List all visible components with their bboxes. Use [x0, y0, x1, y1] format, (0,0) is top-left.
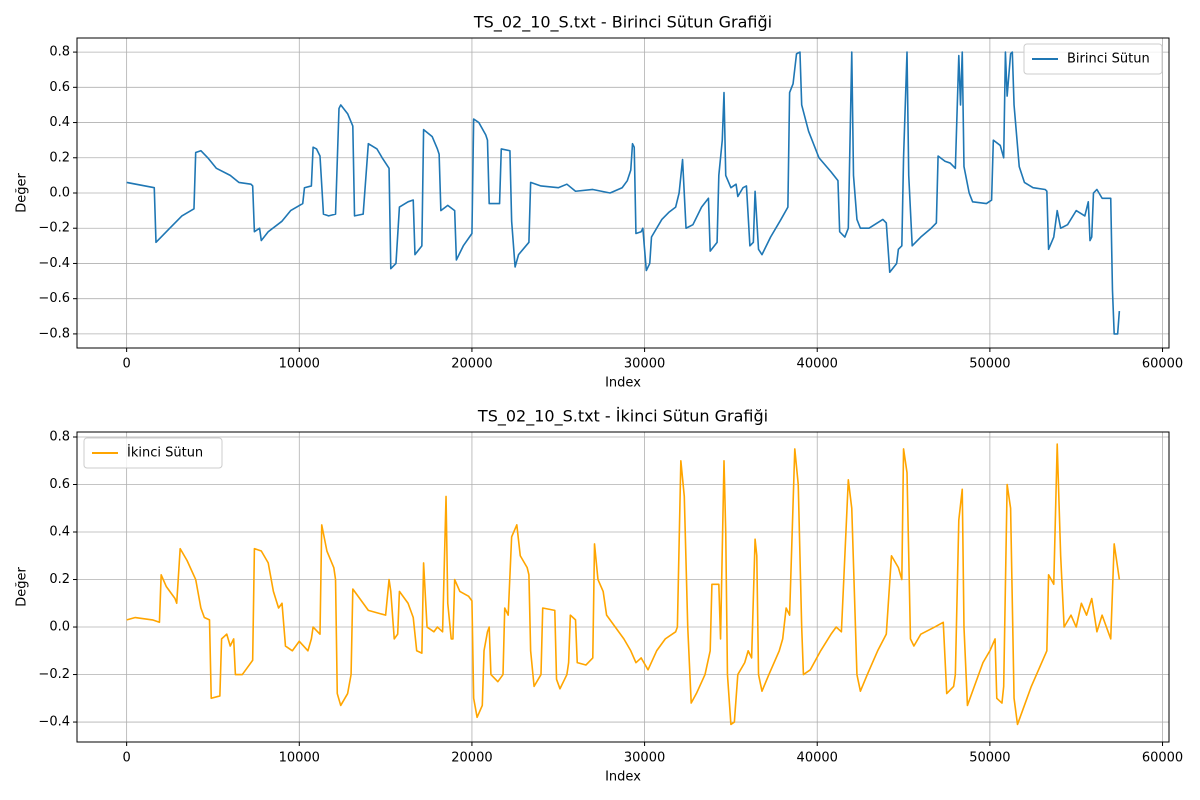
x-tick-label: 60000: [1142, 357, 1183, 372]
legend-label: Birinci Sütun: [1067, 52, 1150, 67]
y-tick-label: 0.6: [49, 477, 70, 492]
x-tick-label: 0: [122, 751, 130, 766]
y-tick-label: 0.8: [49, 45, 70, 60]
y-tick-label: −0.6: [38, 291, 70, 306]
x-tick-label: 40000: [797, 357, 838, 372]
y-tick-label: 0.2: [49, 150, 70, 165]
y-tick-label: −0.2: [38, 221, 70, 236]
y-tick-label: 0.8: [49, 429, 70, 444]
legend-label: İkinci Sütun: [127, 445, 203, 461]
x-axis-label: Index: [605, 770, 641, 785]
x-tick-label: 60000: [1142, 751, 1183, 766]
x-tick-label: 0: [122, 357, 130, 372]
chart-title: TS_02_10_S.txt - İkinci Sütun Grafiği: [477, 407, 768, 427]
y-tick-label: −0.4: [38, 715, 70, 730]
axes-frame: [76, 37, 1170, 349]
x-tick-label: 30000: [624, 751, 665, 766]
legend: Birinci Sütun: [1023, 43, 1163, 75]
x-tick-label: 20000: [451, 751, 492, 766]
y-tick-label: 0.4: [49, 115, 70, 130]
y-tick-label: −0.2: [38, 667, 70, 682]
x-tick-label: 50000: [969, 357, 1010, 372]
x-axis-label: Index: [605, 376, 641, 391]
x-tick-label: 10000: [279, 751, 320, 766]
y-axis-label: Değer: [15, 567, 30, 607]
data-line: [126, 51, 1121, 335]
y-tick-label: 0.0: [49, 186, 70, 201]
chart-title: TS_02_10_S.txt - Birinci Sütun Grafiği: [473, 13, 772, 33]
x-tick-label: 40000: [797, 751, 838, 766]
y-tick-label: 0.0: [49, 620, 70, 635]
y-axis-label: Değer: [15, 173, 30, 213]
legend-box: [1023, 43, 1163, 75]
x-tick-label: 50000: [969, 751, 1010, 766]
y-tick-label: 0.2: [49, 572, 70, 587]
x-tick-label: 30000: [624, 357, 665, 372]
legend: İkinci Sütun: [83, 437, 223, 469]
x-tick-label: 20000: [451, 357, 492, 372]
y-tick-label: −0.8: [38, 326, 70, 341]
y-tick-label: −0.4: [38, 256, 70, 271]
x-tick-label: 10000: [279, 357, 320, 372]
data-line: [126, 443, 1121, 726]
y-tick-label: 0.6: [49, 80, 70, 95]
legend-box: [83, 437, 223, 469]
y-tick-label: 0.4: [49, 525, 70, 540]
axes-frame: [76, 431, 1170, 743]
